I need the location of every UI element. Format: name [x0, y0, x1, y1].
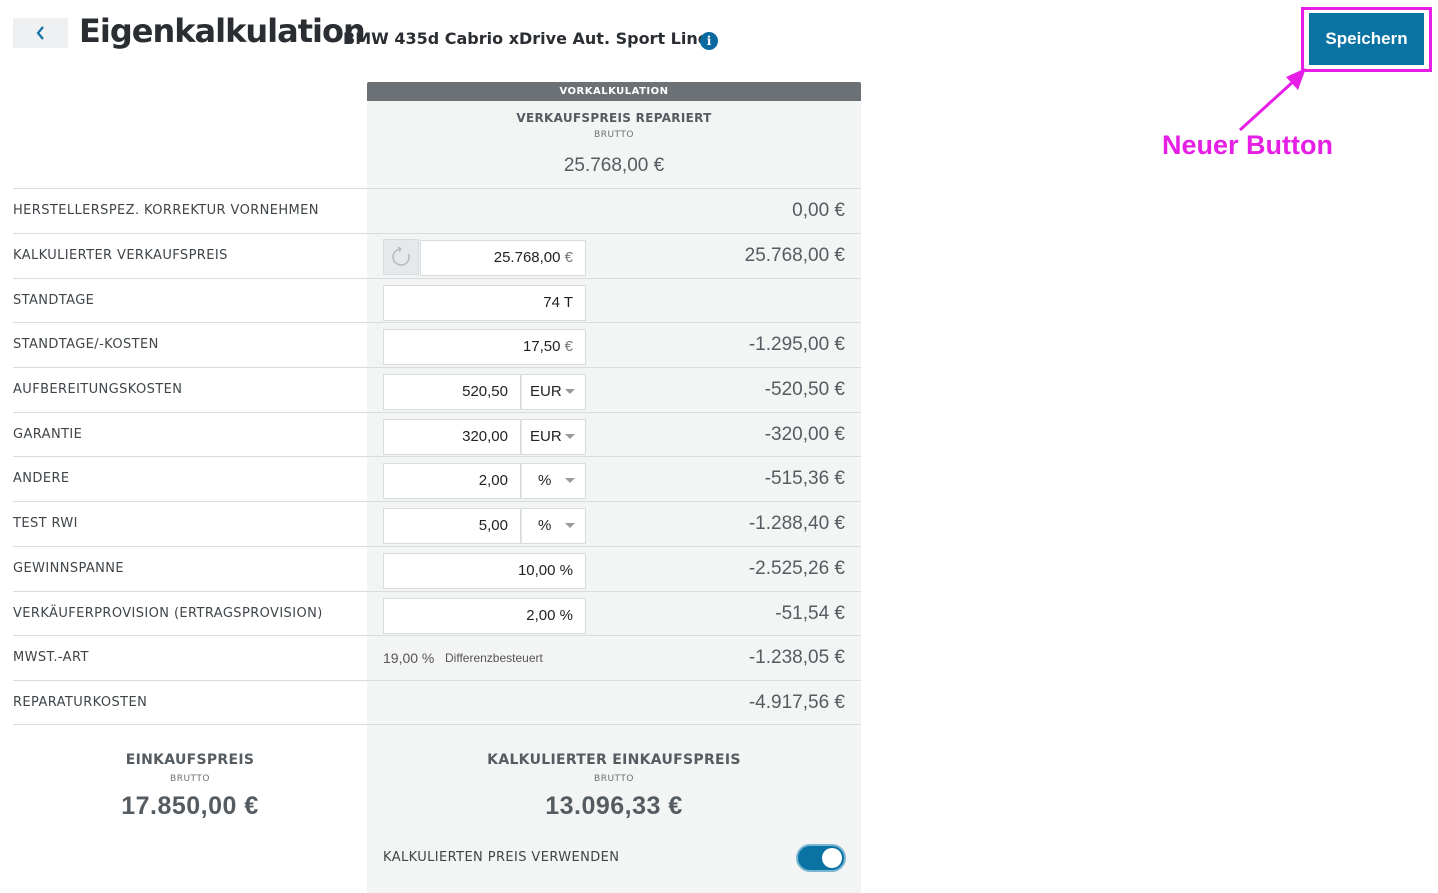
annotation-arrow-icon	[1238, 68, 1306, 132]
row-mwst: MWST.-ART 19,00 % Differenzbesteuert -1.…	[13, 635, 861, 680]
einkaufspreis-summary: EINKAUFSPREIS BRUTTO 17.850,00 €	[13, 752, 367, 821]
input-value: 17,50	[522, 338, 561, 355]
mwst-percent: 19,00 %	[383, 650, 435, 666]
caret-down-icon	[565, 478, 575, 483]
row-value: -320,00 €	[764, 424, 845, 445]
row-label: TEST RWI	[13, 516, 78, 531]
garantie-unit-select[interactable]: EUR	[521, 419, 586, 455]
standtage-input[interactable]: 74 T	[383, 285, 586, 321]
info-icon[interactable]: i	[700, 32, 718, 50]
toggle-knob	[822, 848, 842, 868]
row-value: -515,36 €	[764, 468, 845, 489]
summary-title: KALKULIERTER EINKAUFSPREIS	[487, 752, 741, 768]
panel-subtitle: BRUTTO	[594, 130, 634, 140]
row-gewinnspanne: GEWINNSPANNE 10,00 % -2.525,26 €	[13, 546, 861, 591]
input-value: 10,00 %	[517, 562, 573, 579]
provision-input[interactable]: 2,00 %	[383, 598, 586, 634]
garantie-input[interactable]: 320,00	[383, 419, 521, 455]
row-label: STANDTAGE/-KOSTEN	[13, 337, 159, 352]
toggle-label: KALKULIERTEN PREIS VERWENDEN	[383, 850, 620, 865]
verkaufspreis-input[interactable]: 25.768,00 €	[420, 240, 586, 276]
kalk-einkaufspreis-summary: KALKULIERTER EINKAUFSPREIS BRUTTO 13.096…	[367, 752, 861, 821]
row-label: AUFBEREITUNGSKOSTEN	[13, 382, 183, 397]
test-rwi-unit-select[interactable]: %	[521, 508, 586, 544]
andere-input[interactable]: 2,00	[383, 463, 521, 499]
row-label: KALKULIERTER VERKAUFSPREIS	[13, 248, 228, 263]
select-value: EUR	[530, 428, 562, 445]
row-provision: VERKÄUFERPROVISION (ERTRAGSPROVISION) 2,…	[13, 591, 861, 636]
summary-value: 13.096,33 €	[545, 792, 683, 820]
use-calculated-price-toggle[interactable]	[796, 844, 846, 872]
standtage-kosten-input[interactable]: 17,50 €	[383, 329, 586, 365]
back-button[interactable]	[13, 18, 68, 48]
row-value: -51,54 €	[775, 603, 845, 624]
panel-title: VERKAUFSPREIS REPARIERT	[516, 111, 712, 125]
input-unit: €	[564, 249, 573, 266]
row-aufbereitung: AUFBEREITUNGSKOSTEN 520,50 EUR -520,50 €	[13, 367, 861, 412]
caret-down-icon	[565, 523, 575, 528]
row-value: 25.768,00 €	[744, 245, 845, 266]
caret-down-icon	[565, 389, 575, 394]
reset-button[interactable]	[383, 239, 419, 275]
input-value: 2,00 %	[526, 607, 573, 624]
summary-subtitle: BRUTTO	[594, 774, 634, 784]
mwst-type: Differenzbesteuert	[445, 651, 543, 665]
input-value: 74 T	[543, 294, 573, 311]
caret-down-icon	[565, 434, 575, 439]
input-value: 520,50	[462, 383, 508, 400]
row-reparatur: REPARATURKOSTEN -4.917,56 €	[13, 680, 861, 725]
chevron-left-icon	[36, 26, 44, 40]
select-value: EUR	[530, 383, 562, 400]
input-value: 2,00	[478, 472, 508, 489]
row-label: MWST.-ART	[13, 650, 89, 665]
row-value: -520,50 €	[764, 379, 845, 400]
row-label: GEWINNSPANNE	[13, 561, 125, 576]
save-button-highlight	[1301, 7, 1432, 72]
row-value: -4.917,56 €	[748, 692, 845, 713]
row-label: REPARATURKOSTEN	[13, 695, 148, 710]
save-button[interactable]: Speichern	[1309, 13, 1424, 65]
page-title: Eigenkalkulation	[79, 12, 366, 50]
aufbereitung-input[interactable]: 520,50	[383, 374, 521, 410]
summary-title: EINKAUFSPREIS	[125, 752, 255, 768]
row-label: GARANTIE	[13, 427, 83, 442]
row-label: VERKÄUFERPROVISION (ERTRAGSPROVISION)	[13, 606, 323, 621]
row-value: -2.525,26 €	[748, 558, 845, 579]
test-rwi-input[interactable]: 5,00	[383, 508, 521, 544]
summary-subtitle: BRUTTO	[170, 774, 210, 784]
aufbereitung-unit-select[interactable]: EUR	[521, 374, 586, 410]
gewinnspanne-input[interactable]: 10,00 %	[383, 553, 586, 589]
row-verkaufspreis: KALKULIERTER VERKAUFSPREIS 25.768,00 € 2…	[13, 233, 861, 278]
summary-value: 17.850,00 €	[121, 792, 259, 820]
row-value: 0,00 €	[792, 200, 845, 221]
refresh-icon	[392, 247, 410, 266]
vehicle-name: BMW 435d Cabrio xDrive Aut. Sport Line	[343, 29, 709, 48]
row-andere: ANDERE 2,00 % -515,36 €	[13, 456, 861, 501]
input-value: 5,00	[478, 517, 508, 534]
andere-unit-select[interactable]: %	[521, 463, 586, 499]
row-label: HERSTELLERSPEZ. KORREKTUR VORNEHMEN	[13, 203, 319, 218]
row-garantie: GARANTIE 320,00 EUR -320,00 €	[13, 412, 861, 457]
row-label: STANDTAGE	[13, 293, 95, 308]
row-label: ANDERE	[13, 471, 70, 486]
row-korrektur: HERSTELLERSPEZ. KORREKTUR VORNEHMEN 0,00…	[13, 188, 861, 233]
row-standtage: STANDTAGE 74 T	[13, 278, 861, 323]
row-standtage-kosten: STANDTAGE/-KOSTEN 17,50 € -1.295,00 €	[13, 322, 861, 367]
row-test-rwi: TEST RWI 5,00 % -1.288,40 €	[13, 501, 861, 546]
input-unit: €	[564, 338, 573, 355]
input-value: 320,00	[462, 428, 508, 445]
annotation-label: Neuer Button	[1162, 130, 1333, 160]
select-value: %	[538, 517, 552, 534]
row-value: -1.288,40 €	[748, 513, 845, 534]
panel-value: 25.768,00 €	[563, 155, 665, 176]
panel-header: VORKALKULATION	[367, 82, 861, 101]
select-value: %	[538, 472, 552, 489]
input-value: 25.768,00	[493, 249, 561, 266]
row-value: -1.295,00 €	[748, 334, 845, 355]
row-value: -1.238,05 €	[748, 647, 845, 668]
